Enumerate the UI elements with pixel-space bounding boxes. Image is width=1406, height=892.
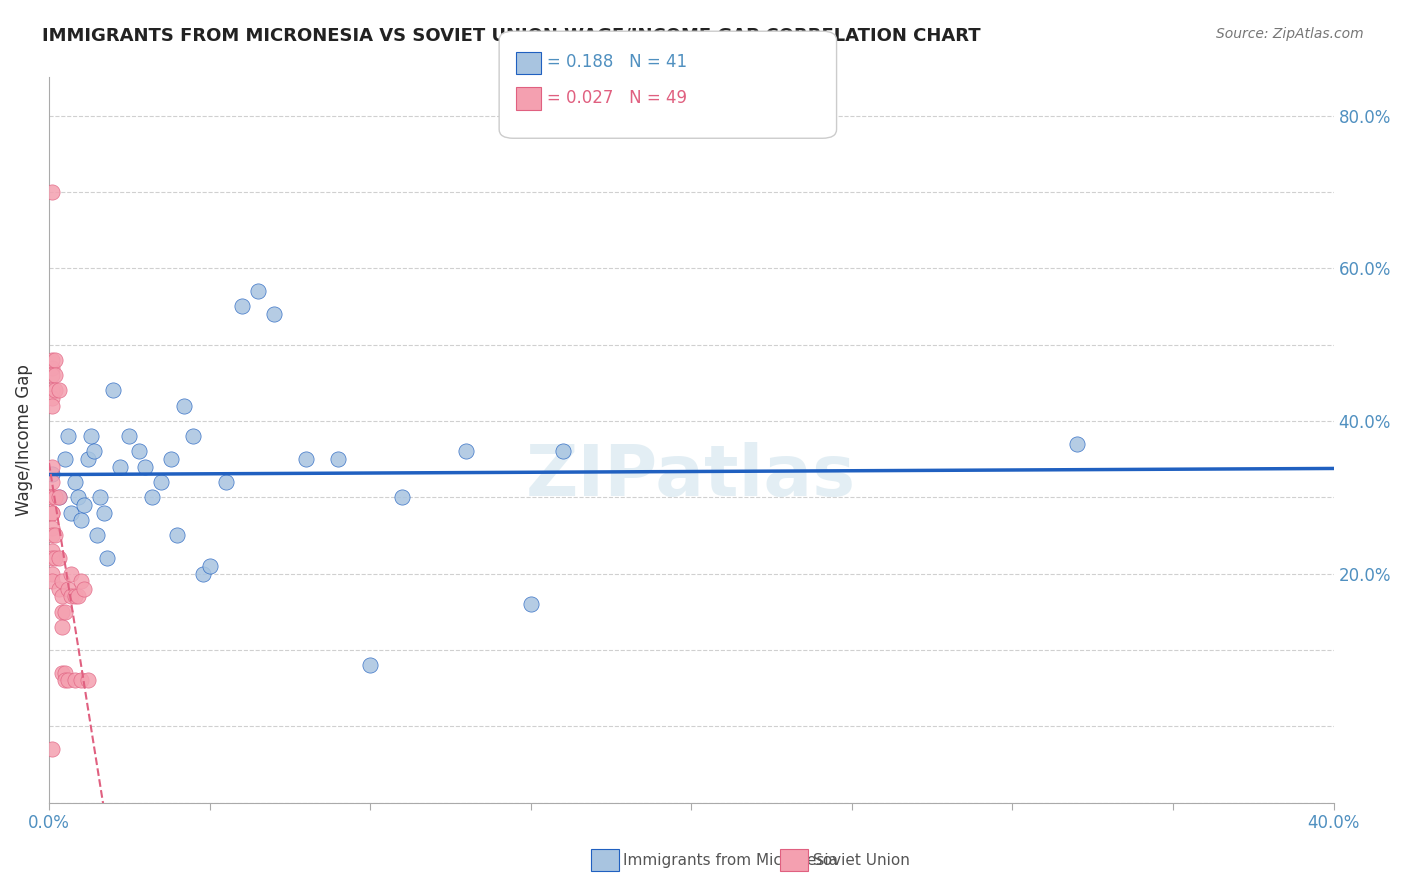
Text: ZIPatlas: ZIPatlas — [526, 442, 856, 511]
Soviet Union — [51, 574, 73, 589]
Immigrants from Micronesia — [160, 452, 183, 467]
Immigrants from Micronesia — [70, 513, 93, 527]
Soviet Union — [70, 574, 93, 589]
Soviet Union — [48, 582, 70, 596]
Immigrants from Micronesia — [63, 475, 86, 489]
Immigrants from Micronesia — [359, 658, 381, 673]
Soviet Union — [53, 673, 76, 688]
Text: Immigrants from Micronesia: Immigrants from Micronesia — [623, 854, 838, 868]
Soviet Union — [70, 673, 93, 688]
Soviet Union — [41, 475, 63, 489]
Soviet Union — [73, 582, 96, 596]
Soviet Union — [41, 399, 63, 413]
Soviet Union — [41, 551, 63, 566]
Immigrants from Micronesia — [103, 384, 125, 398]
Soviet Union — [51, 665, 73, 680]
Text: IMMIGRANTS FROM MICRONESIA VS SOVIET UNION WAGE/INCOME GAP CORRELATION CHART: IMMIGRANTS FROM MICRONESIA VS SOVIET UNI… — [42, 27, 981, 45]
Soviet Union — [51, 590, 73, 604]
Immigrants from Micronesia — [150, 475, 173, 489]
Immigrants from Micronesia — [80, 429, 103, 443]
Immigrants from Micronesia — [93, 506, 115, 520]
Immigrants from Micronesia — [83, 444, 105, 458]
Soviet Union — [41, 506, 63, 520]
Soviet Union — [66, 590, 89, 604]
Immigrants from Micronesia — [134, 459, 156, 474]
Immigrants from Micronesia — [73, 498, 96, 512]
Immigrants from Micronesia — [96, 551, 118, 566]
Immigrants from Micronesia — [295, 452, 318, 467]
Immigrants from Micronesia — [89, 490, 111, 504]
Soviet Union — [41, 185, 63, 199]
Immigrants from Micronesia — [183, 429, 205, 443]
Immigrants from Micronesia — [66, 490, 89, 504]
Soviet Union — [41, 384, 63, 398]
Immigrants from Micronesia — [1066, 437, 1088, 451]
Soviet Union — [58, 582, 80, 596]
Text: R = 0.188   N = 41: R = 0.188 N = 41 — [530, 54, 688, 71]
Soviet Union — [51, 620, 73, 634]
Soviet Union — [41, 360, 63, 375]
Soviet Union — [41, 574, 63, 589]
Soviet Union — [41, 742, 63, 756]
Soviet Union — [48, 384, 70, 398]
Text: R = 0.027   N = 49: R = 0.027 N = 49 — [530, 89, 688, 107]
Immigrants from Micronesia — [141, 490, 163, 504]
Soviet Union — [44, 490, 66, 504]
Soviet Union — [41, 368, 63, 383]
Immigrants from Micronesia — [108, 459, 131, 474]
Soviet Union — [76, 673, 98, 688]
Soviet Union — [41, 521, 63, 535]
Immigrants from Micronesia — [214, 475, 236, 489]
Soviet Union — [44, 384, 66, 398]
Soviet Union — [48, 551, 70, 566]
Immigrants from Micronesia — [173, 399, 195, 413]
Soviet Union — [58, 673, 80, 688]
Soviet Union — [44, 368, 66, 383]
Soviet Union — [41, 528, 63, 542]
Soviet Union — [53, 665, 76, 680]
Soviet Union — [41, 566, 63, 581]
Soviet Union — [63, 673, 86, 688]
Soviet Union — [41, 391, 63, 405]
Immigrants from Micronesia — [191, 566, 214, 581]
Y-axis label: Wage/Income Gap: Wage/Income Gap — [15, 364, 32, 516]
Immigrants from Micronesia — [41, 467, 63, 482]
Text: Soviet Union: Soviet Union — [813, 854, 910, 868]
Soviet Union — [48, 490, 70, 504]
Soviet Union — [41, 506, 63, 520]
Immigrants from Micronesia — [551, 444, 574, 458]
Immigrants from Micronesia — [58, 429, 80, 443]
Soviet Union — [41, 490, 63, 504]
Immigrants from Micronesia — [166, 528, 188, 542]
Soviet Union — [41, 543, 63, 558]
Immigrants from Micronesia — [231, 300, 253, 314]
Text: Source: ZipAtlas.com: Source: ZipAtlas.com — [1216, 27, 1364, 41]
Immigrants from Micronesia — [48, 490, 70, 504]
Soviet Union — [51, 605, 73, 619]
Soviet Union — [53, 605, 76, 619]
Soviet Union — [41, 490, 63, 504]
Soviet Union — [44, 551, 66, 566]
Immigrants from Micronesia — [198, 558, 221, 573]
Immigrants from Micronesia — [76, 452, 98, 467]
Immigrants from Micronesia — [246, 284, 269, 298]
Soviet Union — [44, 528, 66, 542]
Soviet Union — [60, 566, 83, 581]
Soviet Union — [41, 352, 63, 367]
Soviet Union — [44, 352, 66, 367]
Soviet Union — [60, 590, 83, 604]
Immigrants from Micronesia — [456, 444, 478, 458]
Immigrants from Micronesia — [53, 452, 76, 467]
Soviet Union — [63, 590, 86, 604]
Immigrants from Micronesia — [263, 307, 285, 321]
Immigrants from Micronesia — [118, 429, 141, 443]
Immigrants from Micronesia — [326, 452, 349, 467]
Immigrants from Micronesia — [519, 597, 541, 611]
Soviet Union — [41, 459, 63, 474]
Immigrants from Micronesia — [86, 528, 108, 542]
Immigrants from Micronesia — [391, 490, 413, 504]
Immigrants from Micronesia — [60, 506, 83, 520]
Immigrants from Micronesia — [128, 444, 150, 458]
